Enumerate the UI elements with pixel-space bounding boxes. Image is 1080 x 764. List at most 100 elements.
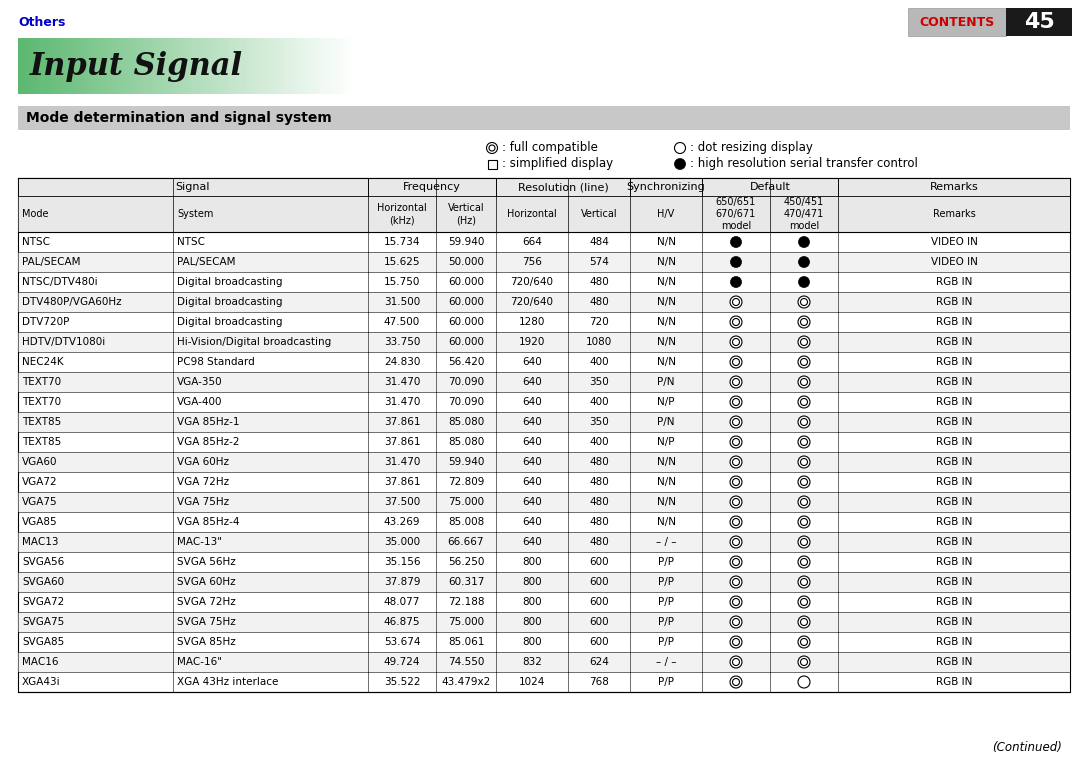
- Bar: [85, 38, 89, 94]
- Bar: [25, 38, 28, 94]
- Text: (Continued): (Continued): [993, 742, 1062, 755]
- Bar: [310, 38, 313, 94]
- Text: 640: 640: [522, 397, 542, 407]
- Bar: [18, 292, 1070, 312]
- Text: VGA 72Hz: VGA 72Hz: [177, 477, 229, 487]
- Bar: [232, 38, 237, 94]
- Bar: [168, 38, 173, 94]
- Text: 24.830: 24.830: [383, 357, 420, 367]
- Bar: [62, 38, 66, 94]
- Text: DTV480P/VGA60Hz: DTV480P/VGA60Hz: [22, 297, 122, 307]
- Text: RGB IN: RGB IN: [935, 377, 972, 387]
- Text: 50.000: 50.000: [448, 257, 484, 267]
- Circle shape: [798, 416, 810, 428]
- Text: 1080: 1080: [585, 337, 612, 347]
- Bar: [216, 38, 219, 94]
- Bar: [323, 38, 327, 94]
- Bar: [71, 38, 76, 94]
- Text: PC98 Standard: PC98 Standard: [177, 357, 255, 367]
- Text: VIDEO IN: VIDEO IN: [931, 237, 977, 247]
- Text: N/N: N/N: [657, 337, 675, 347]
- Bar: [336, 38, 340, 94]
- Text: 400: 400: [590, 437, 609, 447]
- Circle shape: [798, 596, 810, 608]
- Bar: [78, 38, 82, 94]
- Circle shape: [730, 416, 742, 428]
- Text: Default: Default: [750, 182, 791, 192]
- Text: SVGA 60Hz: SVGA 60Hz: [177, 577, 235, 587]
- Text: RGB IN: RGB IN: [935, 357, 972, 367]
- Text: P/N: P/N: [658, 417, 675, 427]
- Bar: [908, 8, 1005, 36]
- Text: 47.500: 47.500: [383, 317, 420, 327]
- Text: RGB IN: RGB IN: [935, 537, 972, 547]
- Bar: [149, 38, 152, 94]
- Bar: [253, 38, 256, 94]
- Text: N/N: N/N: [657, 297, 675, 307]
- Circle shape: [486, 143, 498, 154]
- Text: 624: 624: [589, 657, 609, 667]
- Text: VGA 85Hz-4: VGA 85Hz-4: [177, 517, 240, 527]
- Text: SVGA 56Hz: SVGA 56Hz: [177, 557, 235, 567]
- Bar: [58, 38, 62, 94]
- Bar: [272, 38, 276, 94]
- Text: VGA 85Hz-2: VGA 85Hz-2: [177, 437, 240, 447]
- Bar: [242, 38, 246, 94]
- Circle shape: [675, 143, 686, 154]
- Text: 60.317: 60.317: [448, 577, 484, 587]
- Bar: [82, 38, 85, 94]
- Bar: [68, 38, 72, 94]
- Text: : dot resizing display: : dot resizing display: [690, 141, 813, 154]
- Bar: [350, 38, 353, 94]
- Text: RGB IN: RGB IN: [935, 417, 972, 427]
- Text: N/N: N/N: [657, 477, 675, 487]
- Text: MAC-13": MAC-13": [177, 537, 222, 547]
- Bar: [52, 38, 55, 94]
- Circle shape: [730, 356, 742, 368]
- Text: P/P: P/P: [658, 677, 674, 687]
- Bar: [122, 38, 125, 94]
- Text: 600: 600: [590, 597, 609, 607]
- Circle shape: [798, 316, 810, 328]
- Bar: [339, 38, 343, 94]
- Text: 37.500: 37.500: [383, 497, 420, 507]
- Text: P/P: P/P: [658, 557, 674, 567]
- Text: Synchronizing: Synchronizing: [626, 182, 705, 192]
- Bar: [296, 38, 300, 94]
- Text: 480: 480: [589, 277, 609, 287]
- Text: RGB IN: RGB IN: [935, 597, 972, 607]
- Text: Hi-Vision/Digital broadcasting: Hi-Vision/Digital broadcasting: [177, 337, 332, 347]
- Circle shape: [730, 277, 742, 287]
- Circle shape: [730, 476, 742, 488]
- Bar: [269, 38, 273, 94]
- Bar: [135, 38, 139, 94]
- Text: RGB IN: RGB IN: [935, 297, 972, 307]
- Text: 480: 480: [589, 497, 609, 507]
- Bar: [320, 38, 323, 94]
- Text: 480: 480: [589, 477, 609, 487]
- Text: SVGA 85Hz: SVGA 85Hz: [177, 637, 235, 647]
- Text: 1920: 1920: [518, 337, 545, 347]
- Text: RGB IN: RGB IN: [935, 337, 972, 347]
- Text: 31.470: 31.470: [383, 397, 420, 407]
- Bar: [129, 38, 133, 94]
- Circle shape: [798, 396, 810, 408]
- Bar: [280, 38, 283, 94]
- Circle shape: [730, 516, 742, 528]
- Bar: [146, 38, 149, 94]
- Circle shape: [798, 496, 810, 508]
- Bar: [195, 38, 200, 94]
- Text: 45: 45: [1024, 12, 1054, 32]
- Text: 640: 640: [522, 357, 542, 367]
- Text: 43.269: 43.269: [383, 517, 420, 527]
- Circle shape: [730, 536, 742, 548]
- Text: N/N: N/N: [657, 517, 675, 527]
- Text: 15.734: 15.734: [383, 237, 420, 247]
- Circle shape: [730, 257, 742, 267]
- Bar: [302, 38, 307, 94]
- Text: RGB IN: RGB IN: [935, 317, 972, 327]
- Text: – / –: – / –: [656, 537, 676, 547]
- Text: RGB IN: RGB IN: [935, 437, 972, 447]
- Text: P/P: P/P: [658, 577, 674, 587]
- Text: NTSC: NTSC: [22, 237, 50, 247]
